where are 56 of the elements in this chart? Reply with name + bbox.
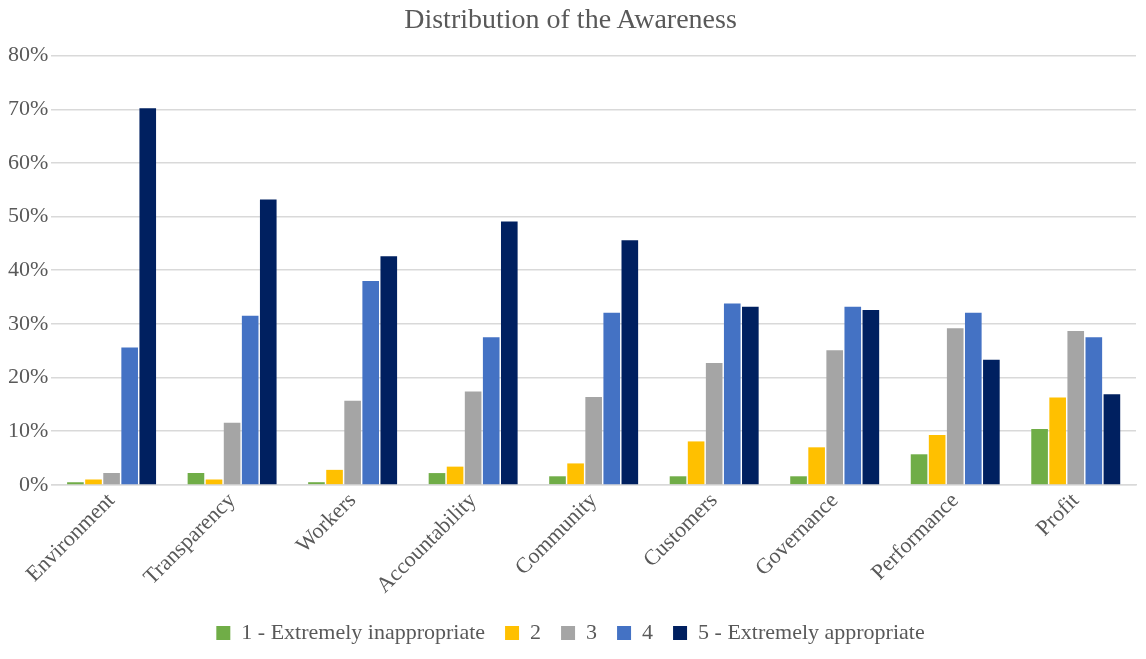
bar — [482, 337, 500, 485]
bar — [964, 312, 982, 485]
y-tick-label: 40% — [8, 256, 49, 282]
bar — [669, 476, 687, 485]
bar — [428, 473, 446, 485]
bar — [585, 396, 602, 485]
bar — [380, 256, 398, 485]
bar — [223, 422, 241, 485]
bar — [983, 359, 1000, 485]
legend-label: 4 — [642, 618, 654, 644]
bar — [687, 441, 705, 485]
bar — [1049, 397, 1066, 485]
bar — [790, 476, 807, 485]
bar — [723, 303, 741, 485]
bar — [344, 400, 361, 485]
bar — [362, 280, 380, 485]
bar — [139, 108, 157, 485]
bar — [844, 306, 862, 485]
legend-label: 3 — [586, 618, 598, 644]
bar — [446, 466, 464, 485]
bar — [1067, 330, 1085, 485]
y-tick-label: 50% — [8, 202, 49, 228]
chart-title: Distribution of the Awareness — [404, 3, 737, 35]
bar — [121, 347, 138, 485]
y-tick-label: 0% — [19, 470, 49, 496]
bar — [567, 463, 584, 485]
bar — [621, 240, 639, 485]
bar — [946, 328, 964, 485]
bar — [826, 350, 844, 485]
y-tick-label: 80% — [8, 41, 49, 67]
bar — [1103, 394, 1121, 485]
bar — [187, 473, 205, 485]
y-tick-label: 10% — [8, 417, 49, 442]
bar — [1031, 429, 1048, 485]
bar — [241, 315, 259, 485]
y-tick-label: 20% — [8, 363, 49, 389]
bar — [549, 476, 566, 485]
bar — [1085, 337, 1103, 485]
legend-label: 5 - Extremely appropriate — [698, 618, 925, 644]
y-tick-label: 70% — [8, 95, 49, 121]
legend-label: 1 - Extremely inappropriate — [241, 618, 486, 644]
bar — [464, 391, 482, 485]
legend-label: 2 — [530, 618, 542, 644]
bar — [705, 363, 723, 485]
bar — [862, 309, 880, 485]
bar — [808, 447, 825, 485]
y-tick-label: 60% — [8, 148, 49, 174]
bar — [910, 454, 928, 485]
bar — [742, 306, 759, 485]
bar — [259, 199, 277, 485]
bar — [326, 469, 343, 485]
bar — [500, 221, 518, 485]
y-tick-label: 30% — [8, 309, 49, 335]
bar — [603, 312, 621, 485]
bar — [928, 434, 946, 485]
bar — [103, 473, 120, 485]
